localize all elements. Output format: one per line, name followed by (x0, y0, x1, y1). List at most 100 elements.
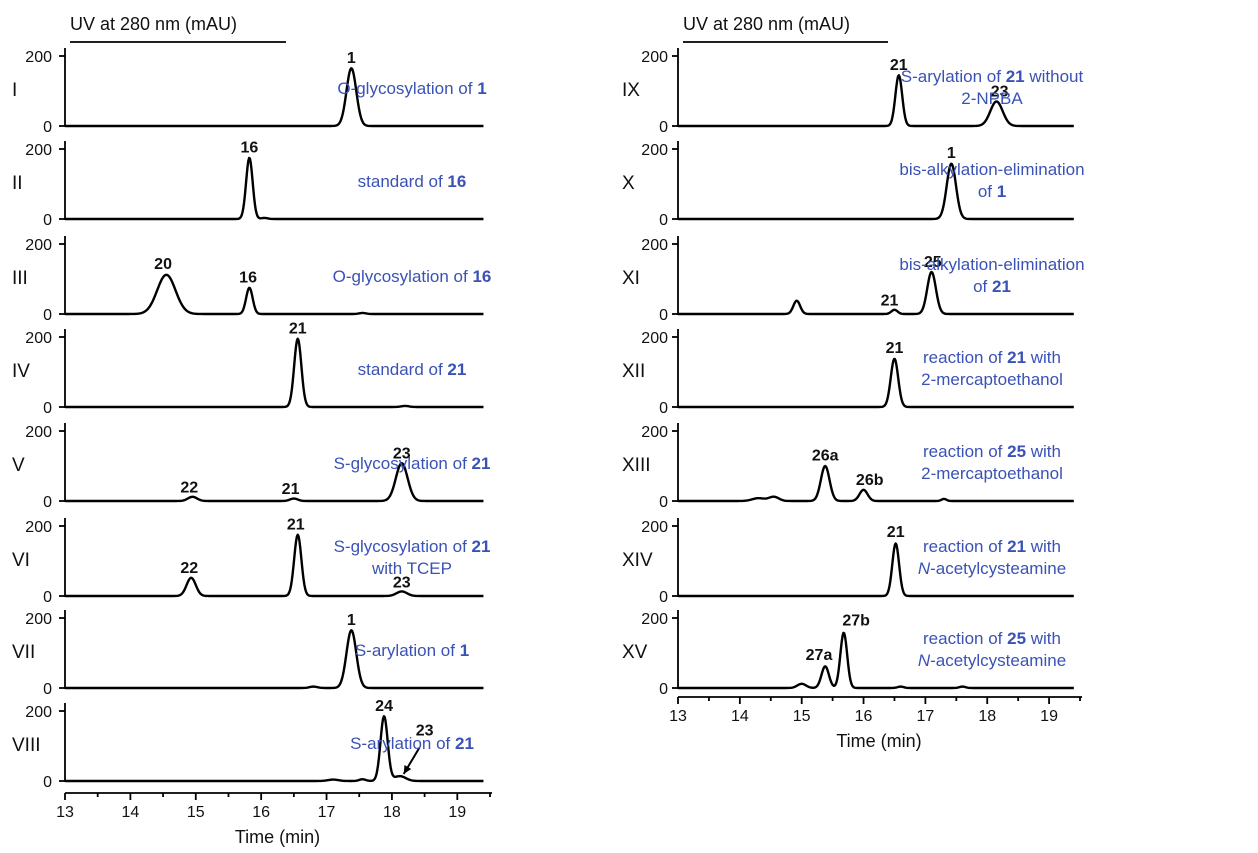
x-axis: 13 14 15 16 17 18 19 Time (min) (669, 696, 1082, 751)
column-header: UV at 280 nm (mAU) (70, 14, 237, 34)
panel-id: VIII (12, 735, 41, 756)
y-tick-label: 200 (25, 704, 52, 721)
panel-XIII: 0 200 XIII 26a 26b reaction of 25 with 2-merca… (622, 423, 1075, 511)
x-tick-label: 15 (187, 804, 205, 821)
x-axis-label: Time (min) (836, 731, 921, 751)
panel-id: V (12, 455, 25, 476)
panel-description: bis-alkylation-elimination of 21 (899, 255, 1084, 296)
peak-label: 16 (239, 270, 257, 287)
peak-label: 22 (180, 560, 198, 577)
y-tick-label: 200 (25, 237, 52, 254)
panel-III: 0 200 III 20 16 O-glycosylation of 16 (12, 236, 491, 324)
panel-VI: 0 200 VI 22 21 23S-glycosylation of 21 with TC… (12, 517, 490, 607)
y-tick-label: 0 (659, 119, 668, 136)
panel-id: II (12, 173, 23, 194)
y-tick-label: 200 (25, 330, 52, 347)
peak-label: 20 (154, 256, 172, 273)
arrow-head (403, 765, 412, 774)
x-tick-label: 19 (1040, 708, 1058, 725)
panel-description: reaction of 21 with 2-mercaptoethanol (921, 348, 1063, 389)
peak-label: 21 (890, 57, 908, 74)
panel-description: reaction of 21 with N-acetylcysteamine (918, 537, 1066, 578)
chromatogram-trace (677, 357, 1075, 409)
peak-label: 1 (947, 145, 956, 162)
x-tick-label: 17 (318, 804, 336, 821)
panel-description: reaction of 25 with N-acetylcysteamine (918, 629, 1066, 670)
y-tick-label: 0 (659, 400, 668, 417)
chromatogram-trace (64, 67, 484, 128)
right-column: UV at 280 nm (mAU)0200IX2123S-arylation … (622, 14, 1085, 751)
panel-id: III (12, 268, 28, 289)
chromatogram-trace (677, 542, 1075, 598)
panel-VII: 0 200 VII 1 S-arylation of 1 (12, 610, 484, 698)
panel-id: XIII (622, 455, 651, 476)
panel-description: reaction of 25 with 2-mercaptoethanol (921, 442, 1063, 483)
panel-description: O-glycosylation of 1 (337, 79, 486, 98)
panel-id: I (12, 80, 17, 101)
panel-description: standard of 16 (358, 172, 467, 191)
y-tick-label: 0 (43, 212, 52, 229)
chromatogram-trace (64, 715, 484, 783)
panel-id: XI (622, 268, 640, 289)
y-tick-label: 0 (659, 212, 668, 229)
left-column: UV at 280 nm (mAU)0200I1O-glycosylation … (12, 14, 492, 847)
y-tick-label: 200 (25, 611, 52, 628)
peak-label: 23 (991, 83, 1009, 100)
panel-I: 0 200 I 1 O-glycosylation of 1 (12, 48, 487, 136)
y-tick-label: 0 (659, 494, 668, 511)
peak-label: 26b (856, 472, 884, 489)
y-tick-label: 200 (25, 424, 52, 441)
peak-label: 21 (887, 524, 905, 541)
y-tick-label: 0 (43, 119, 52, 136)
peak-label: 21 (886, 340, 904, 357)
peak-label: 27b (842, 613, 870, 630)
y-tick-label: 200 (641, 49, 668, 66)
y-tick-label: 200 (641, 330, 668, 347)
x-tick-label: 15 (793, 708, 811, 725)
y-tick-label: 200 (641, 237, 668, 254)
peak-label: 25 (924, 254, 942, 271)
panel-XII: 0 200 XII 21 reaction of 21 with 2-mercaptoet… (622, 329, 1075, 417)
x-axis-label: Time (min) (235, 827, 320, 847)
peak-label: 23 (393, 575, 411, 592)
chromatogram-trace (64, 337, 484, 409)
column-header: UV at 280 nm (mAU) (683, 14, 850, 34)
chromatogram-trace (64, 462, 484, 503)
y-tick-label: 0 (659, 589, 668, 606)
y-tick-label: 0 (43, 307, 52, 324)
panel-id: IX (622, 80, 640, 101)
y-tick-label: 0 (43, 589, 52, 606)
panel-description: standard of 21 (358, 360, 467, 379)
x-tick-label: 17 (916, 708, 934, 725)
x-tick-label: 14 (121, 804, 139, 821)
peak-label: 1 (347, 50, 356, 67)
panel-id: IV (12, 361, 30, 382)
peak-label: 26a (812, 447, 839, 464)
y-tick-label: 200 (641, 424, 668, 441)
panel-id: XIV (622, 550, 653, 571)
x-tick-label: 16 (252, 804, 270, 821)
y-tick-label: 200 (641, 142, 668, 159)
chromatogram-trace (64, 629, 484, 690)
y-tick-label: 200 (25, 519, 52, 536)
chromatogram-trace (677, 162, 1075, 221)
y-tick-label: 0 (659, 307, 668, 324)
x-tick-label: 18 (383, 804, 401, 821)
y-tick-label: 200 (25, 142, 52, 159)
chromatogram-trace (64, 156, 484, 221)
peak-label: 24 (375, 698, 393, 715)
x-tick-label: 19 (448, 804, 466, 821)
x-tick-label: 14 (731, 708, 749, 725)
peak-label: 21 (282, 481, 300, 498)
panel-XIV: 0 200 XIV 21 reaction of 21 with N-acetylcyst… (622, 518, 1075, 606)
panel-description: S-arylation of 1 (355, 641, 469, 660)
y-tick-label: 200 (641, 611, 668, 628)
chromatogram-trace (677, 631, 1075, 690)
